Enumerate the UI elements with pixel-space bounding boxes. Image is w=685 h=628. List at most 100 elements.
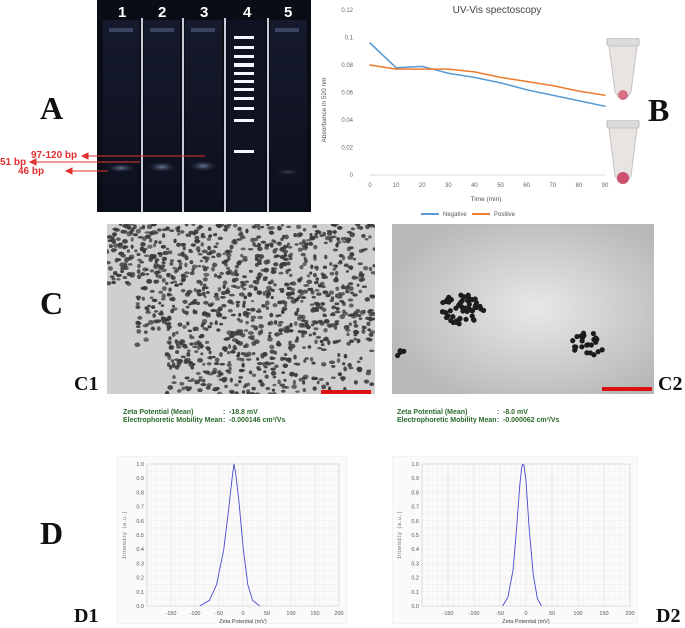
nanoparticle (346, 341, 351, 346)
nanoparticle (171, 332, 176, 337)
nanoparticle (336, 358, 341, 363)
nanoparticle (247, 331, 254, 335)
colon-1: : (497, 409, 500, 416)
nanoparticle (225, 252, 232, 258)
tube-image-positive (606, 120, 640, 184)
nanoparticle (214, 320, 218, 326)
nanoparticle (186, 321, 190, 326)
nanoparticle (167, 385, 174, 390)
nanoparticle (155, 273, 159, 278)
nanoparticle (369, 266, 373, 272)
nanoparticle (256, 272, 263, 278)
nanoparticle (227, 344, 232, 349)
nanoparticle (269, 312, 274, 318)
nanoparticle (228, 293, 235, 297)
nanoparticle (302, 289, 309, 294)
nanoparticle (335, 306, 340, 311)
nanoparticle (108, 266, 113, 271)
nanoparticle (439, 309, 445, 315)
nanoparticle (302, 319, 309, 323)
nanoparticle (309, 357, 314, 362)
nanoparticle (107, 235, 113, 239)
nanoparticle (171, 304, 176, 308)
scale-bar-c1 (321, 390, 371, 394)
x-tick-label: -100 (189, 611, 200, 617)
nanoparticle (332, 248, 339, 252)
nanoparticle (287, 245, 293, 249)
y-tick-label: 0.3 (136, 561, 144, 567)
nanoparticle (473, 300, 479, 306)
nanoparticle (302, 388, 307, 393)
nanoparticle (172, 280, 178, 284)
nanoparticle (251, 373, 257, 377)
nanoparticle (116, 237, 121, 241)
scale-bar-c2 (602, 387, 652, 391)
nanoparticle (287, 268, 292, 272)
nanoparticle (224, 384, 228, 389)
y-tick-label: 1.0 (136, 462, 144, 468)
nanoparticle (171, 381, 177, 385)
nanoparticle (237, 260, 243, 264)
nanoparticle (108, 244, 113, 248)
nanoparticle (219, 271, 224, 276)
zeta-info-d1: Zeta Potential (Mean) -18.8 mV Electroph… (123, 408, 323, 428)
nanoparticle (346, 332, 350, 337)
nanoparticle (294, 243, 299, 246)
nanoparticle (229, 377, 233, 383)
nanoparticle (178, 262, 183, 266)
nanoparticle (213, 232, 218, 237)
nanoparticle (175, 350, 180, 354)
nanoparticle (179, 230, 185, 234)
nanoparticle (353, 320, 357, 324)
colon-2: : (497, 417, 500, 424)
nanoparticle (364, 247, 368, 251)
nanoparticle (279, 246, 285, 252)
nanoparticle (369, 294, 373, 299)
nanoparticle (263, 259, 270, 265)
nanoparticle (271, 388, 276, 392)
nanoparticle (274, 332, 280, 337)
nanoparticle (346, 230, 353, 234)
nanoparticle (338, 260, 343, 264)
nanoparticle (304, 357, 309, 360)
nanoparticle (595, 349, 601, 355)
nanoparticle (168, 336, 172, 341)
nanoparticle (147, 244, 153, 249)
nanoparticle (463, 316, 469, 322)
nanoparticle (342, 362, 346, 366)
nanoparticle (254, 224, 261, 226)
nanoparticle (316, 292, 322, 296)
nanoparticle (466, 301, 472, 307)
nanoparticle (332, 267, 337, 271)
nanoparticle (250, 307, 256, 312)
lane-number-5: 5 (284, 4, 293, 21)
nanoparticle (239, 368, 246, 372)
nanoparticle (120, 266, 126, 271)
data-point-positive (395, 68, 397, 70)
nanoparticle (166, 321, 172, 326)
nanoparticle (126, 231, 133, 237)
nanoparticle (290, 287, 296, 292)
nanoparticle (330, 296, 335, 301)
colon-1: : (223, 409, 226, 416)
x-tick-label: 40 (471, 183, 478, 189)
nanoparticle (225, 369, 230, 373)
nanoparticle (273, 320, 278, 325)
nanoparticle (282, 257, 289, 261)
nanoparticle (347, 298, 354, 302)
nanoparticle (270, 370, 277, 376)
nanoparticle (273, 255, 278, 259)
nanoparticle (320, 343, 325, 347)
nanoparticle (260, 240, 267, 244)
y-tick-label: 0.5 (411, 533, 419, 539)
nanoparticle (160, 297, 166, 301)
nanoparticle (164, 391, 170, 394)
nanoparticle (316, 380, 320, 385)
nanoparticle (303, 242, 309, 246)
nanoparticle (312, 224, 318, 229)
nanoparticle (322, 231, 326, 237)
nanoparticle (206, 361, 212, 366)
nanoparticle (232, 224, 238, 228)
nanoparticle (205, 385, 211, 390)
nanoparticle (345, 289, 350, 294)
